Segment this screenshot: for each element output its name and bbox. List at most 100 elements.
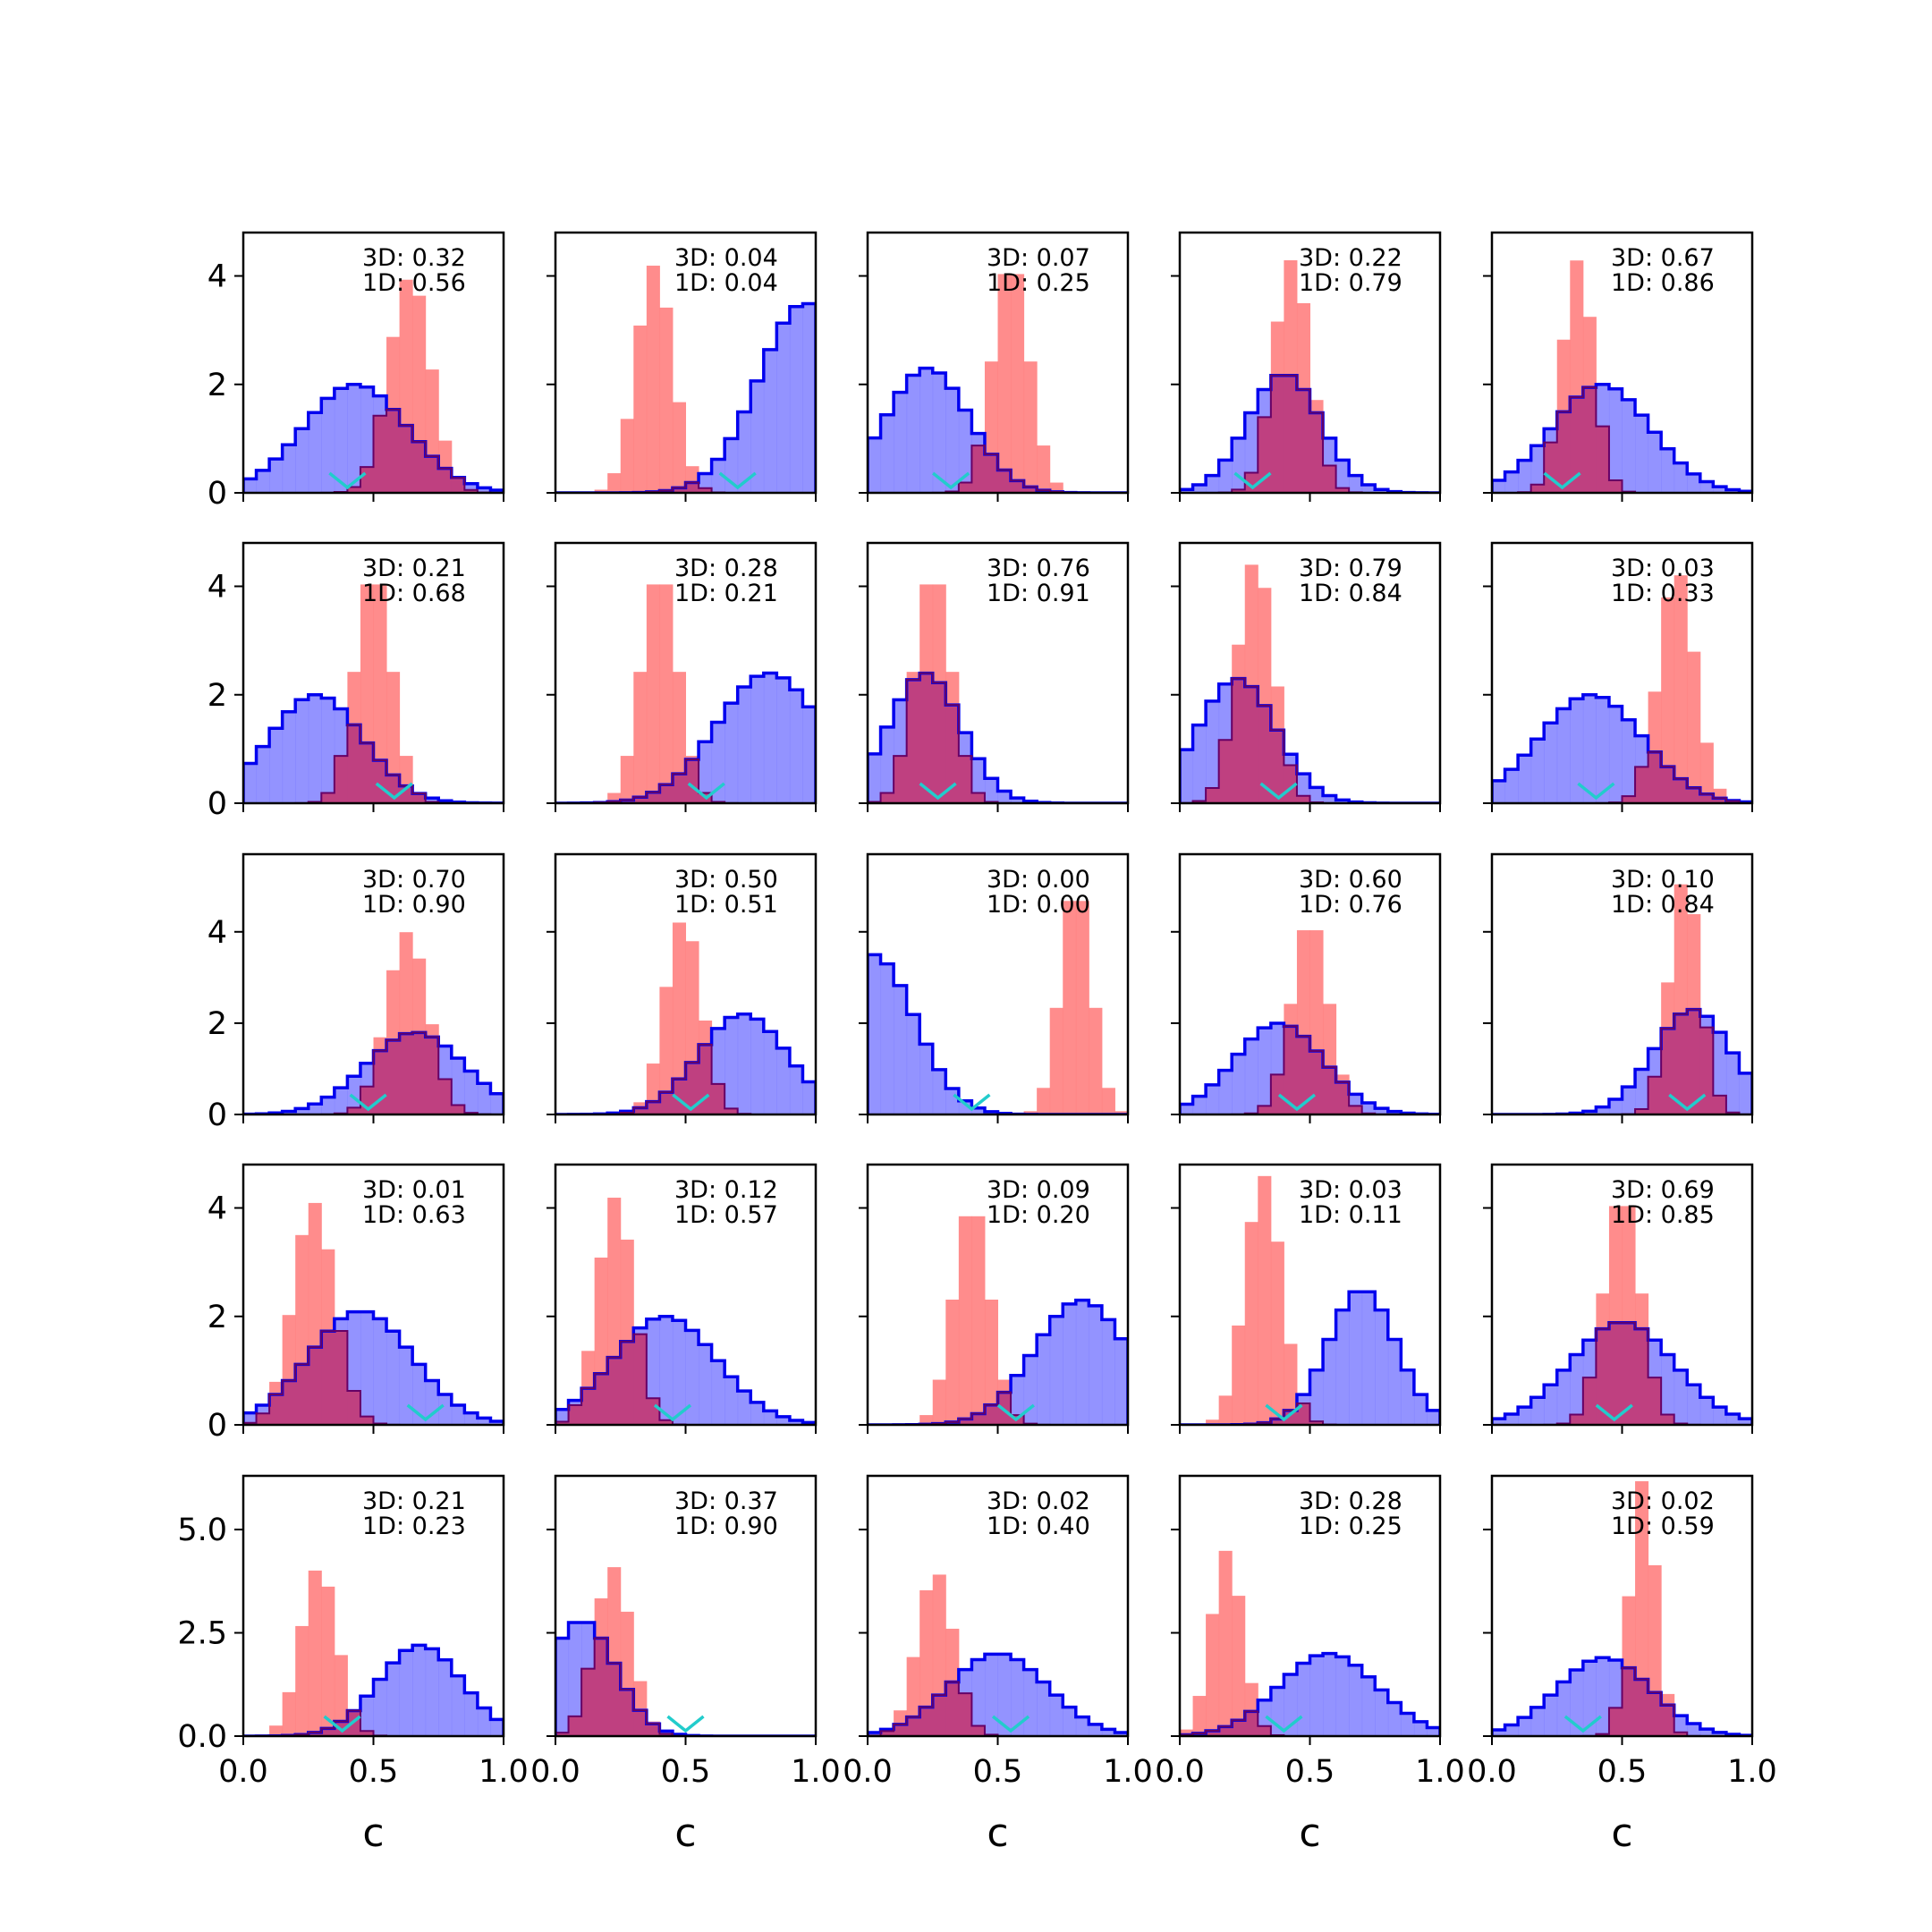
estimate-marker bbox=[991, 1715, 1030, 1733]
overlap-bar bbox=[672, 774, 686, 803]
red-bar bbox=[1687, 651, 1701, 803]
blue-bar bbox=[308, 1104, 322, 1114]
blue-bar bbox=[1570, 699, 1584, 803]
blue-bar bbox=[1011, 798, 1025, 803]
red-bar bbox=[607, 473, 622, 493]
estimate-marker bbox=[406, 1403, 445, 1422]
red-bar bbox=[1232, 1596, 1246, 1736]
blue-bar bbox=[1335, 1309, 1350, 1425]
overlap-bar bbox=[971, 1413, 986, 1425]
estimate-marker bbox=[996, 1403, 1035, 1422]
blue-bar bbox=[425, 1380, 439, 1425]
blue-bar bbox=[1401, 1713, 1415, 1736]
overlap-bar bbox=[1232, 678, 1246, 803]
label-1d: 1D: 0.25 bbox=[987, 269, 1090, 297]
blue-bar bbox=[1544, 723, 1558, 803]
blue-bar bbox=[438, 1394, 453, 1425]
overlap-bar bbox=[659, 1092, 674, 1114]
blue-bar bbox=[425, 798, 439, 803]
red-bar bbox=[1218, 1550, 1233, 1736]
plot-area bbox=[243, 932, 504, 1114]
blue-bar bbox=[373, 1318, 387, 1425]
overlap-bar bbox=[1011, 480, 1025, 493]
plot-area bbox=[1180, 1175, 1440, 1425]
y-tick-label: 0 bbox=[208, 1097, 227, 1133]
plot-area bbox=[243, 1570, 504, 1736]
blue-bar bbox=[763, 673, 777, 803]
blue-bar bbox=[1530, 445, 1545, 493]
blue-bar bbox=[1206, 700, 1220, 803]
label-1d: 1D: 0.11 bbox=[1299, 1201, 1402, 1229]
red-bar bbox=[1258, 1175, 1272, 1425]
overlap-bar bbox=[906, 1716, 920, 1736]
blue-bar bbox=[1492, 1730, 1506, 1736]
overlap-bar bbox=[1244, 472, 1258, 493]
blue-bar bbox=[1713, 487, 1727, 493]
plot-area bbox=[868, 274, 1128, 493]
plot-area bbox=[1180, 564, 1440, 803]
blue-bar bbox=[1037, 1682, 1051, 1736]
overlap-bar bbox=[997, 470, 1012, 493]
overlap-bar bbox=[425, 1037, 439, 1114]
blue-bar bbox=[269, 728, 284, 803]
blue-bar bbox=[1492, 1419, 1506, 1425]
estimate-marker bbox=[666, 1715, 705, 1733]
label-1d: 1D: 0.79 bbox=[1299, 269, 1402, 297]
blue-bar bbox=[1725, 489, 1740, 493]
estimate-marker bbox=[1543, 471, 1581, 490]
plot-area bbox=[1492, 1206, 1752, 1425]
blue-bar bbox=[763, 349, 777, 493]
label-3d: 3D: 0.69 bbox=[1611, 1176, 1715, 1204]
plot-area bbox=[868, 901, 1128, 1114]
blue-bar bbox=[1518, 1407, 1532, 1425]
plot-area bbox=[1180, 1550, 1440, 1736]
blue-bar bbox=[1375, 1309, 1389, 1425]
x-tick-label: 0.0 bbox=[218, 1754, 268, 1790]
blue-bar bbox=[724, 703, 739, 803]
blue-bar bbox=[906, 375, 920, 493]
overlap-bar bbox=[633, 1710, 648, 1736]
blue-bar bbox=[724, 1017, 739, 1114]
blue-bar bbox=[360, 1696, 374, 1736]
red-bar bbox=[633, 325, 648, 493]
overlap-bar bbox=[425, 456, 439, 493]
blue-bar bbox=[1323, 1339, 1337, 1425]
blue-bar bbox=[711, 459, 725, 493]
red-bar bbox=[1011, 274, 1025, 493]
blue-bar bbox=[1635, 1069, 1649, 1114]
blue-bar bbox=[464, 483, 479, 493]
overlap-bar bbox=[1023, 487, 1038, 493]
blue-bar bbox=[699, 1344, 713, 1425]
overlap-bar bbox=[1570, 1414, 1584, 1425]
blue-bar bbox=[256, 746, 270, 803]
blue-bar bbox=[282, 711, 296, 803]
overlap-bar bbox=[295, 1364, 309, 1425]
red-bar bbox=[984, 1299, 998, 1425]
overlap-bar bbox=[347, 487, 361, 493]
red-bar bbox=[308, 1570, 322, 1736]
blue-bar bbox=[321, 1097, 335, 1114]
plot-area bbox=[868, 584, 1128, 803]
overlap-bar bbox=[1284, 1410, 1298, 1425]
plot-area bbox=[555, 584, 816, 803]
overlap-bar bbox=[581, 1668, 596, 1736]
overlap-bar bbox=[1596, 426, 1610, 493]
blue-bar bbox=[334, 388, 348, 493]
blue-step-outline bbox=[1492, 383, 1752, 493]
blue-bar bbox=[1180, 1104, 1194, 1114]
plot-area bbox=[555, 1567, 816, 1736]
label-3d: 3D: 0.03 bbox=[1611, 555, 1715, 582]
overlap-bar bbox=[1258, 1725, 1272, 1736]
y-tick-label: 0 bbox=[208, 1408, 227, 1444]
overlap-bar bbox=[633, 1107, 648, 1114]
red-bar bbox=[1049, 1007, 1063, 1114]
overlap-bar bbox=[555, 1421, 570, 1425]
overlap-bar bbox=[659, 1733, 674, 1736]
blue-bar bbox=[1492, 780, 1506, 803]
overlap-bar bbox=[347, 1107, 361, 1114]
overlap-bar bbox=[633, 797, 648, 803]
blue-bar bbox=[490, 1420, 504, 1425]
blue-bar bbox=[1518, 1717, 1532, 1736]
